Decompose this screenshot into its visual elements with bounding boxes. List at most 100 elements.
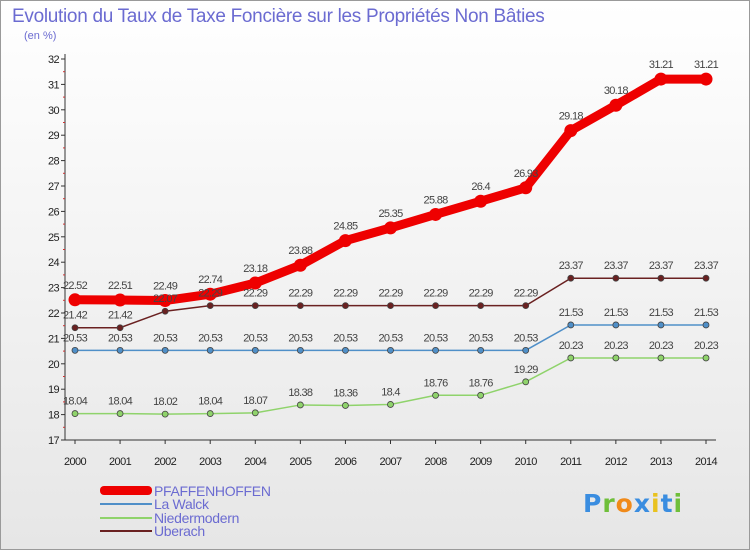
data-point	[293, 258, 307, 272]
data-point	[248, 276, 262, 290]
y-tick-label: 30	[48, 105, 60, 117]
data-label: 23.37	[649, 260, 674, 272]
y-tick-label: 20	[48, 359, 60, 371]
data-point	[432, 391, 439, 399]
chart-subtitle: (en %)	[24, 30, 57, 42]
data-point	[702, 274, 710, 282]
logo-letter: i	[673, 489, 684, 518]
x-tick-label: 2001	[109, 456, 132, 468]
data-point	[657, 274, 665, 282]
data-point	[206, 302, 214, 310]
x-tick-label: 2010	[515, 456, 538, 468]
data-point	[567, 354, 575, 362]
y-tick-label: 18	[48, 410, 60, 422]
data-point	[116, 346, 124, 354]
data-point	[609, 98, 623, 112]
data-point	[477, 302, 485, 310]
data-point	[206, 410, 214, 417]
data-label: 18.76	[424, 377, 449, 389]
legend-label: Niedermodern	[154, 509, 240, 526]
y-tick-label: 32	[48, 54, 60, 66]
data-point	[702, 354, 710, 362]
data-label: 29.18	[559, 111, 584, 123]
data-label: 25.88	[424, 194, 449, 206]
data-label: 18.04	[198, 396, 223, 408]
data-label: 21.53	[604, 307, 629, 319]
line-chart: 17 18 19 20 21 22 23 24 25 26 27 28 29 30 31 32 2000 2001…	[48, 54, 719, 468]
legend-swatch	[100, 516, 152, 519]
data-label: 21.53	[694, 307, 719, 319]
data-label: 20.23	[604, 340, 629, 352]
data-point	[113, 293, 127, 307]
data-point	[429, 207, 443, 221]
data-label: 20.53	[333, 332, 358, 344]
data-point	[612, 274, 620, 282]
data-label: 22.29	[424, 288, 449, 300]
data-point	[296, 401, 304, 409]
data-point	[161, 307, 169, 315]
data-point	[432, 302, 439, 310]
data-point	[206, 346, 214, 354]
data-label: 20.53	[424, 332, 449, 344]
data-point	[657, 354, 665, 362]
data-point	[296, 302, 304, 310]
data-label: 22.29	[333, 288, 358, 300]
data-point	[387, 401, 394, 408]
data-point	[477, 391, 485, 399]
data-label: 26.4	[471, 181, 490, 193]
data-label: 22.07	[153, 293, 178, 305]
x-tick-label: 2005	[289, 456, 312, 468]
data-label: 23.18	[243, 263, 268, 275]
data-label: 18.4	[381, 386, 400, 398]
x-tick-label: 2000	[64, 456, 87, 468]
data-point	[522, 378, 530, 386]
data-point	[158, 294, 172, 308]
logo-letter: o	[615, 489, 634, 518]
logo-letter: P	[583, 489, 603, 518]
logo-letter: r	[602, 489, 616, 518]
data-label: 22.29	[288, 288, 313, 300]
data-point	[522, 302, 530, 310]
data-point	[654, 72, 668, 86]
data-label: 21.42	[108, 310, 133, 322]
y-tick-label: 25	[48, 232, 60, 244]
data-label: 18.36	[333, 387, 358, 399]
logo-letter: i	[651, 489, 661, 518]
data-label: 20.53	[514, 332, 539, 344]
data-point	[477, 346, 485, 354]
data-label: 18.02	[153, 396, 178, 408]
data-point	[296, 346, 304, 354]
data-point	[474, 194, 488, 208]
data-point	[71, 324, 79, 332]
data-point	[251, 302, 259, 310]
logo-letter: t	[660, 489, 674, 518]
x-tick-label: 2011	[560, 456, 582, 468]
data-point	[567, 321, 575, 329]
data-point	[203, 287, 217, 301]
data-point	[338, 234, 352, 248]
y-tick-label: 26	[48, 206, 60, 218]
x-tick-label: 2003	[199, 456, 222, 468]
data-label: 21.42	[63, 310, 88, 322]
data-label: 18.76	[469, 377, 494, 389]
x-tick-label: 2009	[470, 456, 493, 468]
data-label: 20.23	[559, 340, 584, 352]
data-point	[699, 72, 713, 86]
data-point	[116, 324, 124, 332]
data-label: 20.53	[153, 332, 178, 344]
data-label: 31.21	[694, 59, 719, 71]
data-label: 20.53	[469, 332, 494, 344]
series-lines	[68, 72, 713, 418]
axes: 17 18 19 20 21 22 23 24 25 26 27 28 29 30 31 32 2000 2001…	[48, 54, 718, 468]
data-label: 23.37	[604, 260, 629, 272]
data-point	[342, 402, 349, 409]
legend-item-niedermodern: Niedermodern	[100, 511, 271, 525]
data-point	[342, 346, 349, 354]
data-label: 31.21	[649, 59, 674, 71]
data-point	[432, 346, 439, 354]
y-tick-label: 24	[48, 257, 60, 269]
data-label: 22.29	[243, 288, 268, 300]
legend-item-pfaffenhoffen: PFAFFENHOFFEN	[100, 484, 271, 498]
data-label: 22.49	[153, 281, 178, 293]
